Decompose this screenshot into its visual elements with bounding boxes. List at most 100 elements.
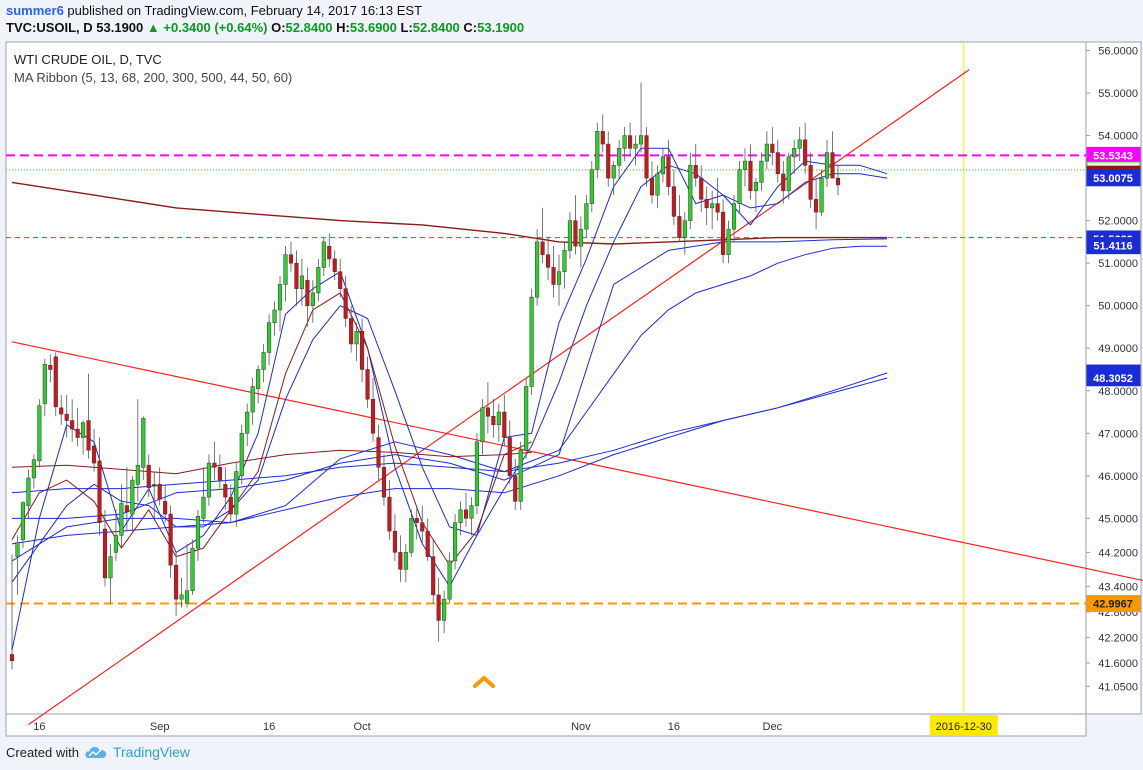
candle[interactable] [272,301,277,336]
candle[interactable] [453,514,458,570]
trendline-falling[interactable] [11,341,1143,640]
candle[interactable] [824,139,830,187]
candle[interactable] [447,552,452,604]
candle[interactable] [671,169,676,225]
candle[interactable] [814,178,819,230]
candle[interactable] [261,343,266,383]
candle[interactable] [808,152,813,208]
candle[interactable] [277,275,283,332]
candle[interactable] [20,501,25,549]
candle[interactable] [513,458,518,510]
candle[interactable] [141,416,146,481]
candle[interactable] [551,246,556,298]
candle[interactable] [644,127,649,187]
candle[interactable] [562,241,567,289]
candle[interactable] [781,161,786,204]
candle[interactable] [26,469,31,519]
candle[interactable] [135,399,140,502]
candle[interactable] [584,195,589,238]
candle[interactable] [376,424,381,481]
candle[interactable] [288,241,294,272]
candle[interactable] [524,378,529,459]
candle[interactable] [409,509,414,557]
candle[interactable] [518,441,523,510]
candle[interactable] [42,358,47,417]
candle[interactable] [403,543,408,583]
candle[interactable] [797,127,802,162]
candle[interactable] [349,305,354,353]
candle[interactable] [146,454,151,498]
candle[interactable] [70,399,75,442]
candle[interactable] [250,378,255,425]
candle[interactable] [190,539,195,595]
candle[interactable] [666,139,671,196]
candle[interactable] [715,178,720,221]
candle[interactable] [485,382,490,434]
candle[interactable] [124,467,129,532]
candle[interactable] [786,152,791,200]
candle[interactable] [469,497,474,536]
candle[interactable] [458,501,463,536]
author-name[interactable]: summer6 [6,3,64,18]
candle[interactable] [256,365,261,404]
candle[interactable] [660,148,665,183]
candle[interactable] [86,373,91,459]
candle[interactable] [152,471,157,519]
candle[interactable] [327,233,332,268]
candle[interactable] [611,161,616,196]
candle[interactable] [803,122,808,174]
candle[interactable] [578,216,583,268]
candle[interactable] [174,552,179,617]
candle[interactable] [316,258,321,302]
candle[interactable] [474,433,479,515]
candle[interactable] [502,395,507,447]
candle[interactable] [753,178,758,213]
candle[interactable] [540,207,545,264]
candle[interactable] [283,246,288,302]
candle[interactable] [589,161,594,213]
candle[interactable] [617,139,622,179]
candle[interactable] [677,195,682,242]
candle[interactable] [48,354,53,383]
candle[interactable] [655,165,660,208]
candle[interactable] [507,420,512,485]
candle[interactable] [682,212,687,255]
candle[interactable] [491,399,496,438]
candle[interactable] [693,144,698,187]
candle[interactable] [600,114,605,153]
candle[interactable] [212,441,217,481]
candle[interactable] [59,395,64,425]
candle[interactable] [239,424,244,485]
candle[interactable] [37,399,42,468]
candle[interactable] [414,505,419,540]
candle[interactable] [442,590,447,634]
candle[interactable] [343,275,348,327]
plot-area[interactable] [5,41,1087,715]
candle[interactable] [15,535,20,595]
candle[interactable] [529,288,534,396]
candle[interactable] [699,165,704,213]
candle[interactable] [567,212,572,259]
candle[interactable] [321,237,326,276]
candle[interactable] [294,250,299,306]
candle[interactable] [710,190,715,230]
tradingview-link[interactable]: TradingView [112,744,191,760]
candle[interactable] [595,122,600,179]
candle[interactable] [431,539,436,604]
candle[interactable] [737,161,742,213]
candle[interactable] [310,280,315,323]
candle[interactable] [436,577,441,642]
candle[interactable] [223,467,228,510]
candle[interactable] [748,144,753,200]
candle[interactable] [463,492,469,527]
candle[interactable] [726,220,731,264]
candle[interactable] [556,254,562,306]
candle[interactable] [742,148,748,187]
candle[interactable] [201,467,206,523]
candle[interactable] [299,258,304,306]
candle[interactable] [119,484,124,549]
candle[interactable] [387,480,392,540]
candle[interactable] [633,135,638,166]
candle[interactable] [75,407,80,447]
candle[interactable] [31,454,36,489]
